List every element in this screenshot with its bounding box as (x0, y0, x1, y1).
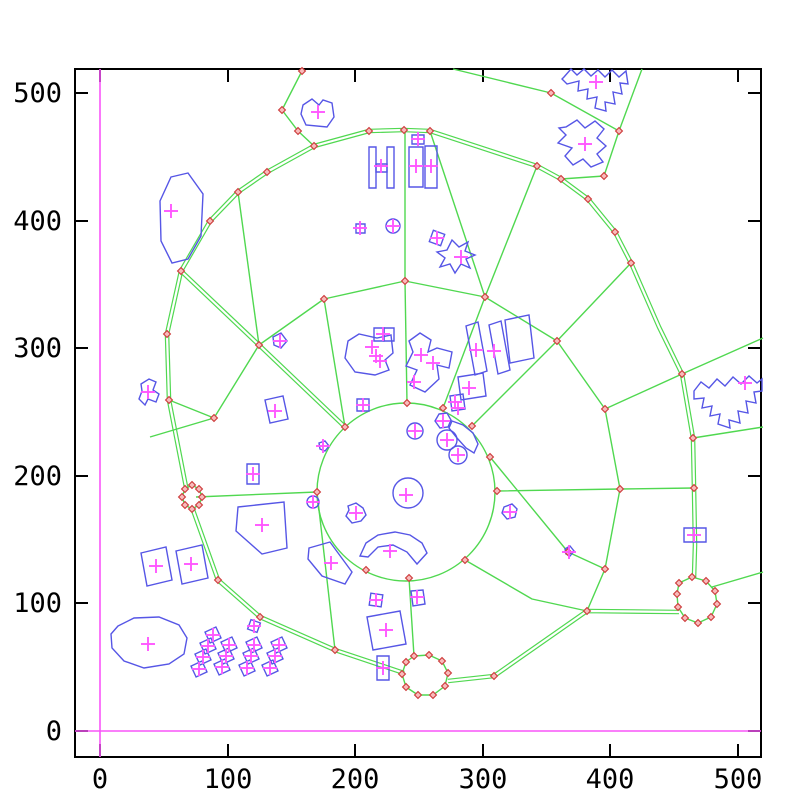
svg-text:300: 300 (459, 764, 508, 795)
svg-text:300: 300 (13, 333, 62, 364)
svg-text:100: 100 (13, 588, 62, 619)
roundabouts (181, 484, 718, 696)
svg-text:0: 0 (92, 764, 108, 795)
ring-roads-double (164, 127, 698, 684)
svg-text:100: 100 (204, 764, 253, 795)
svg-text:200: 200 (331, 764, 380, 795)
svg-text:500: 500 (13, 78, 62, 109)
svg-text:400: 400 (13, 206, 62, 237)
centroid-cross-markers (141, 75, 752, 676)
svg-text:400: 400 (586, 764, 635, 795)
axis-tick-labels: 0 100 200 300 400 500 500 400 300 200 100 0 (13, 78, 762, 795)
roads-single (149, 68, 764, 657)
svg-text:500: 500 (714, 764, 763, 795)
svg-text:200: 200 (13, 461, 62, 492)
axes-frame (74, 68, 762, 758)
svg-text:0: 0 (46, 716, 62, 747)
zero-reference-lines (75, 69, 761, 757)
junction-node-markers (162, 66, 722, 700)
building-footprints (110, 67, 763, 681)
